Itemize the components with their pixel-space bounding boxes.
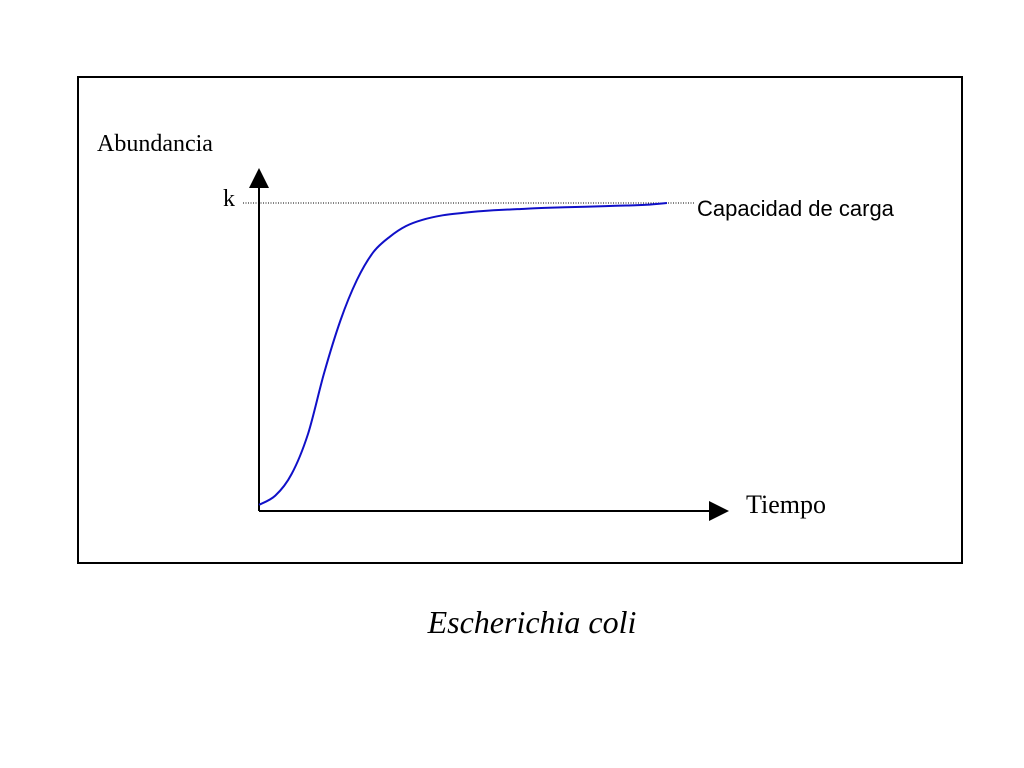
y-axis-arrowhead <box>249 168 269 188</box>
logistic-growth-curve <box>258 202 668 506</box>
carrying-capacity-label: Capacidad de carga <box>697 196 895 221</box>
figure-caption: Escherichia coli <box>427 604 637 640</box>
k-tick-label: k <box>223 186 235 212</box>
chart-frame <box>77 76 963 564</box>
y-axis-label: Abundancia <box>97 131 213 157</box>
x-axis-arrowhead <box>709 501 729 521</box>
x-axis-label: Tiempo <box>746 490 826 519</box>
logistic-growth-chart: Abundancia k Capacidad de carga Tiempo <box>77 76 963 564</box>
series-layer <box>258 202 668 506</box>
